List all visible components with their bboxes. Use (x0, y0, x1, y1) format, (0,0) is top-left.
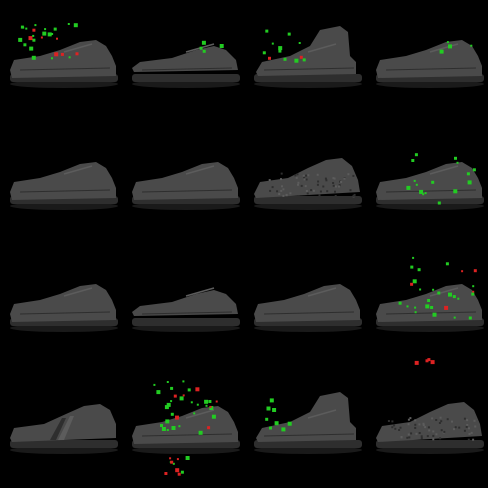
shoe-tile (366, 0, 488, 122)
shoe-tile (122, 366, 244, 488)
shoe-tile (366, 366, 488, 488)
shoe-tile (0, 122, 122, 244)
shoe-image (254, 392, 362, 454)
shoe-image (376, 256, 484, 365)
shoe-image (132, 162, 240, 210)
shoe-tile (122, 0, 244, 122)
shoe-tile (122, 244, 244, 366)
shoe-tile (366, 122, 488, 244)
shoe-image (10, 284, 118, 332)
shoe-image (10, 162, 118, 210)
shoe-image (132, 287, 240, 332)
shoe-image (254, 158, 362, 210)
shoe-tile (244, 122, 366, 244)
shoe-tile (366, 244, 488, 366)
shoe-image (376, 402, 484, 454)
shoe-image (376, 153, 484, 210)
shoe-image (254, 26, 362, 88)
shoe-tile (0, 244, 122, 366)
shoe-image (132, 40, 240, 88)
shoe-tile (0, 0, 122, 122)
shoe-image (376, 40, 484, 88)
shoe-image (132, 380, 240, 476)
shoe-tile (122, 122, 244, 244)
shoe-tile (244, 366, 366, 488)
shoe-tile (244, 244, 366, 366)
shoe-image (10, 404, 118, 454)
shoe-tile (244, 0, 366, 122)
shoe-image (10, 23, 118, 88)
shoe-tile (0, 366, 122, 488)
shoe-image (254, 284, 362, 332)
